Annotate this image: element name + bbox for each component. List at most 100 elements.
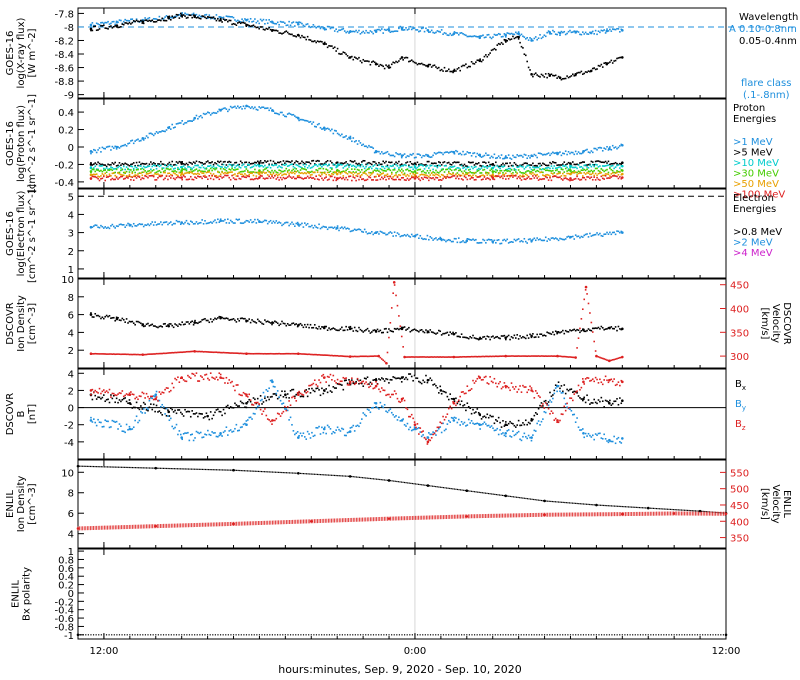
data-point xyxy=(392,376,394,378)
data-point xyxy=(467,405,470,408)
data-point xyxy=(576,174,578,176)
data-point xyxy=(405,175,407,177)
data-point xyxy=(604,233,607,235)
data-point xyxy=(140,165,142,167)
data-point xyxy=(459,175,461,177)
data-point xyxy=(459,169,461,171)
data-point xyxy=(278,23,280,26)
data-point xyxy=(361,329,363,332)
data-point xyxy=(522,47,524,49)
data-point xyxy=(487,177,490,180)
y-tick-label: 3 xyxy=(68,229,74,240)
data-point xyxy=(460,32,463,34)
data-point xyxy=(589,151,591,154)
data-point xyxy=(160,160,162,163)
data-point xyxy=(138,419,141,422)
data-point xyxy=(138,321,141,324)
panel-frame xyxy=(77,98,727,189)
data-point xyxy=(355,381,357,383)
data-point xyxy=(467,35,470,38)
data-point xyxy=(132,169,135,172)
data-point xyxy=(144,353,146,356)
data-point xyxy=(115,420,118,423)
data-point xyxy=(436,166,439,169)
data-point xyxy=(322,392,325,395)
data-point xyxy=(168,15,171,18)
data-point xyxy=(195,164,198,167)
data-point xyxy=(311,177,313,180)
data-point xyxy=(386,175,389,178)
data-point xyxy=(547,179,550,181)
data-point xyxy=(500,426,503,428)
data-point xyxy=(231,167,233,170)
data-point xyxy=(342,175,345,177)
data-point xyxy=(611,62,614,64)
data-point xyxy=(621,143,624,147)
data-point xyxy=(429,169,432,172)
data-point xyxy=(596,167,598,170)
data-point xyxy=(90,416,92,419)
data-point xyxy=(383,328,386,330)
data-point xyxy=(127,353,129,356)
data-point xyxy=(419,164,422,166)
data-point xyxy=(179,171,182,174)
data-point xyxy=(242,317,245,320)
data-point xyxy=(286,170,289,172)
data-point xyxy=(258,106,260,108)
data-point xyxy=(158,15,161,18)
data-point xyxy=(425,165,427,168)
data-point xyxy=(455,397,457,400)
data-point xyxy=(323,354,326,356)
data-point xyxy=(430,356,433,358)
data-point xyxy=(114,25,116,27)
data-point xyxy=(486,174,489,176)
data-point xyxy=(315,26,318,29)
data-point xyxy=(572,161,574,163)
data-point xyxy=(174,163,176,166)
data-point xyxy=(162,407,165,409)
data-point xyxy=(231,171,233,173)
data-point xyxy=(132,175,135,178)
data-point xyxy=(533,167,536,169)
data-point xyxy=(546,173,548,176)
data-point xyxy=(382,177,385,180)
data-point xyxy=(413,328,416,331)
data-point xyxy=(266,174,269,176)
data-point xyxy=(130,353,132,356)
data-point xyxy=(89,150,93,153)
data-point xyxy=(522,355,524,357)
data-point xyxy=(509,174,511,177)
data-point xyxy=(90,162,92,164)
data-point xyxy=(108,175,111,177)
data-point xyxy=(573,178,576,180)
data-point xyxy=(325,43,327,45)
data-point xyxy=(188,161,191,164)
data-point xyxy=(151,163,154,165)
data-point xyxy=(554,152,557,154)
data-point xyxy=(198,17,201,20)
data-point xyxy=(296,170,299,172)
data-point xyxy=(609,163,611,166)
data-point xyxy=(378,233,380,235)
data-point xyxy=(162,170,165,173)
data-point xyxy=(478,153,482,157)
data-point xyxy=(255,352,258,355)
data-point xyxy=(217,317,219,319)
data-point xyxy=(433,174,436,177)
legend-entry: >0.8 MeV xyxy=(733,227,782,238)
data-point xyxy=(517,419,520,422)
chart-panels: -7.8-8-8.2-8.4-8.6-8.8-9GOES-16log(X-ray… xyxy=(5,7,798,642)
data-point xyxy=(569,165,572,169)
data-point xyxy=(452,331,454,334)
data-point xyxy=(599,170,601,173)
data-point xyxy=(144,325,146,327)
data-point xyxy=(215,174,218,177)
data-point xyxy=(500,242,503,245)
data-point xyxy=(406,29,409,31)
data-point xyxy=(477,162,480,164)
data-point xyxy=(168,222,171,224)
data-point xyxy=(120,353,122,356)
data-point xyxy=(358,355,360,358)
data-point xyxy=(325,168,327,171)
data-point xyxy=(101,173,104,175)
